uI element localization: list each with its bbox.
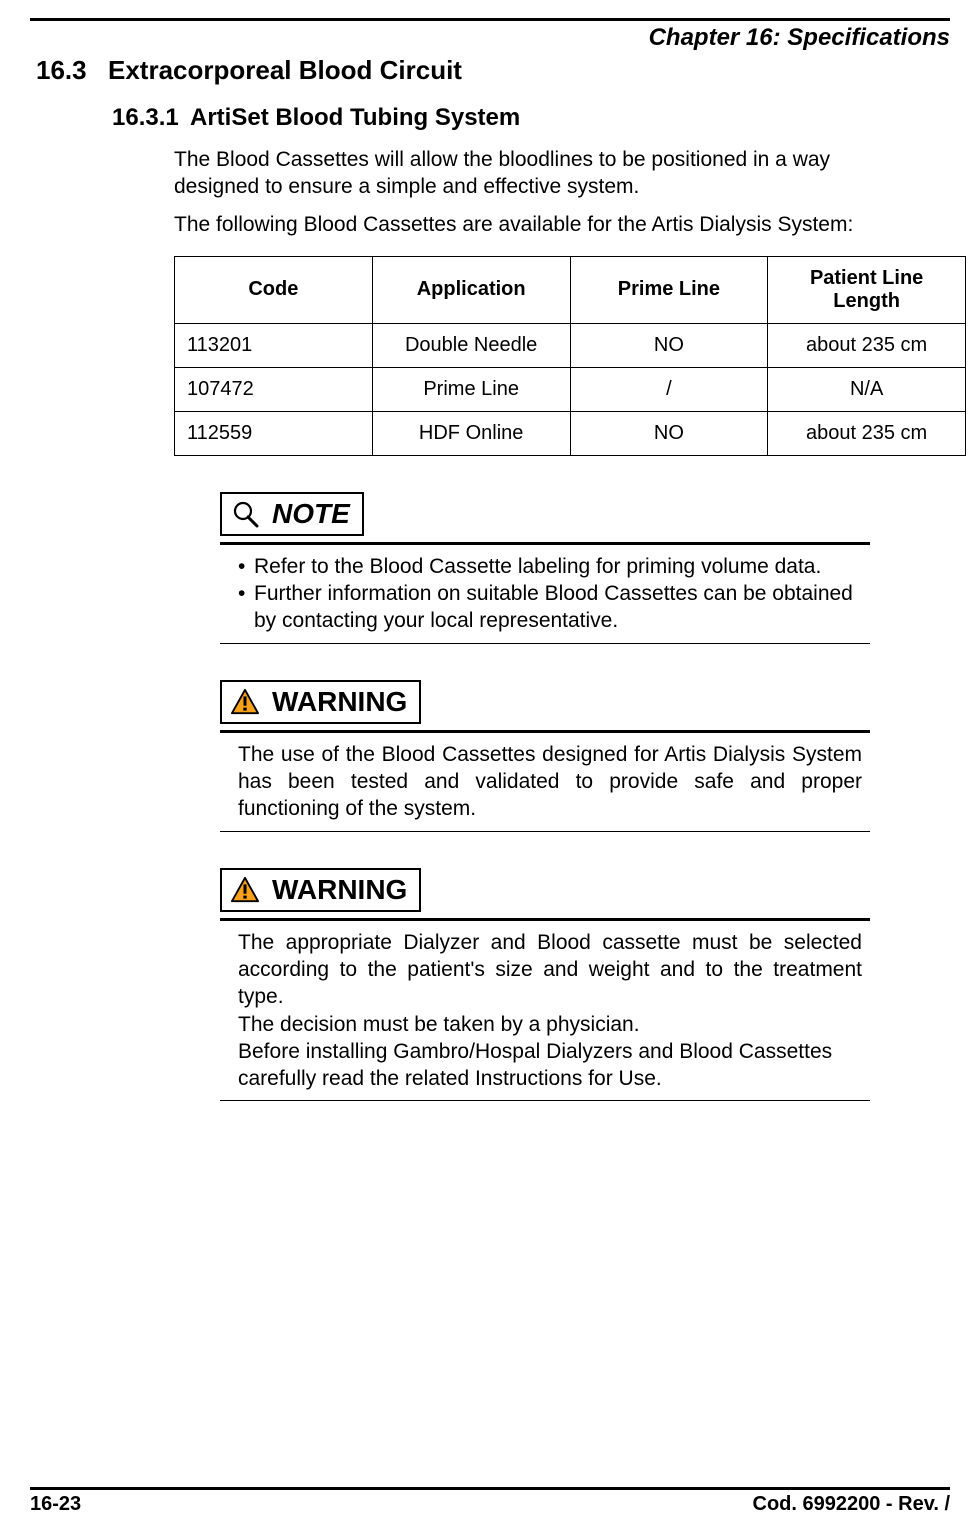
table-cell: Double Needle	[372, 323, 570, 367]
table-cell: NO	[570, 411, 768, 455]
magnifier-icon	[230, 499, 260, 529]
note-label-box: NOTE	[220, 492, 364, 536]
note-callout: NOTE •Refer to the Blood Cassette labeli…	[220, 492, 870, 644]
paragraph-1: The Blood Cassettes will allow the blood…	[174, 146, 920, 201]
table-cell: about 235 cm	[768, 323, 966, 367]
table-cell: 107472	[175, 367, 373, 411]
table-header: Prime Line	[570, 256, 768, 323]
section-heading: 16.3 Extracorporeal Blood Circuit	[36, 55, 950, 86]
page-number: 16-23	[30, 1493, 81, 1516]
table-row: 113201 Double Needle NO about 235 cm	[175, 323, 966, 367]
warning-label-box: WARNING	[220, 868, 421, 912]
table-cell: 112559	[175, 411, 373, 455]
rule	[220, 643, 870, 644]
paragraph-2: The following Blood Cassettes are availa…	[174, 211, 920, 238]
document-code: Cod. 6992200 - Rev. /	[753, 1493, 951, 1516]
warning-triangle-icon	[230, 687, 260, 717]
page: Chapter 16: Specifications 16.3 Extracor…	[0, 18, 980, 1522]
table-cell: HDF Online	[372, 411, 570, 455]
subsection-title: ArtiSet Blood Tubing System	[190, 104, 520, 132]
table-cell: NO	[570, 323, 768, 367]
top-rule	[30, 18, 950, 21]
table-header-row: Code Application Prime Line Patient Line…	[175, 256, 966, 323]
warning-body: The use of the Blood Cassettes designed …	[220, 733, 870, 831]
warning-label-text: WARNING	[272, 874, 407, 906]
warning-label-text: WARNING	[272, 686, 407, 718]
footer-rule	[30, 1487, 950, 1490]
note-item-text: Refer to the Blood Cassette labeling for…	[254, 553, 821, 580]
rule	[220, 831, 870, 832]
list-item: •Further information on suitable Blood C…	[238, 580, 862, 635]
warning-callout-2: WARNING The appropriate Dialyzer and Blo…	[220, 868, 870, 1102]
warning-callout-1: WARNING The use of the Blood Cassettes d…	[220, 680, 870, 832]
section-title: Extracorporeal Blood Circuit	[108, 55, 462, 86]
table-cell: Prime Line	[372, 367, 570, 411]
table-cell: N/A	[768, 367, 966, 411]
table-row: 107472 Prime Line / N/A	[175, 367, 966, 411]
table-row: 112559 HDF Online NO about 235 cm	[175, 411, 966, 455]
note-label-text: NOTE	[272, 498, 350, 530]
table-cell: about 235 cm	[768, 411, 966, 455]
note-body: •Refer to the Blood Cassette labeling fo…	[220, 545, 870, 643]
table-header: Patient Line Length	[768, 256, 966, 323]
subsection-heading: 16.3.1 ArtiSet Blood Tubing System	[112, 104, 950, 132]
note-item-text: Further information on suitable Blood Ca…	[254, 580, 862, 635]
table-header: Code	[175, 256, 373, 323]
page-footer: 16-23 Cod. 6992200 - Rev. /	[30, 1493, 950, 1516]
cassette-table: Code Application Prime Line Patient Line…	[174, 256, 966, 456]
table-header: Application	[372, 256, 570, 323]
chapter-header: Chapter 16: Specifications	[649, 24, 950, 58]
list-item: •Refer to the Blood Cassette labeling fo…	[238, 553, 862, 580]
warning-triangle-icon	[230, 875, 260, 905]
warning-label-box: WARNING	[220, 680, 421, 724]
warning2-line1: The appropriate Dialyzer and Blood casse…	[238, 929, 862, 1011]
section-number: 16.3	[36, 55, 108, 86]
table-cell: /	[570, 367, 768, 411]
table-cell: 113201	[175, 323, 373, 367]
warning2-line3: Before installing Gambro/Hospal Dialyzer…	[238, 1038, 862, 1093]
warning2-line2: The decision must be taken by a physicia…	[238, 1011, 862, 1038]
subsection-number: 16.3.1	[112, 104, 190, 132]
warning-body: The appropriate Dialyzer and Blood casse…	[220, 921, 870, 1101]
rule	[220, 1100, 870, 1101]
